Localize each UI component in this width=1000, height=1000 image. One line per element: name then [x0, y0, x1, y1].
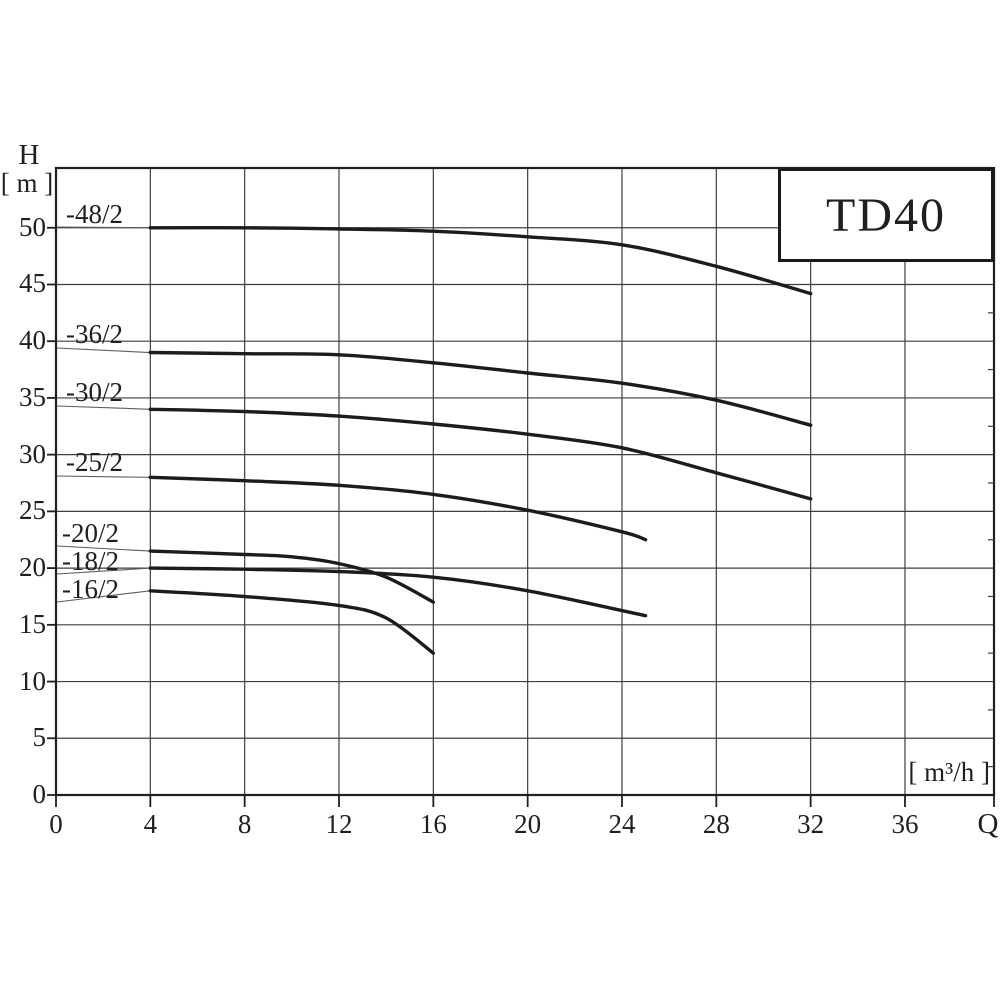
curve-label-leader: [56, 545, 151, 552]
curve-label-202: -20/2: [62, 518, 119, 548]
curve-label-362: -36/2: [66, 319, 123, 349]
curve-label-leader: [56, 567, 151, 575]
pump-model-title-box: TD40: [778, 168, 994, 262]
y-axis-symbol: H: [18, 139, 40, 171]
y-axis-unit: [ m ]: [0, 168, 54, 198]
x-tick-label: 16: [419, 809, 447, 839]
x-tick-label: 32: [797, 809, 825, 839]
pump-model-title: TD40: [826, 188, 946, 242]
curve-label-182: -18/2: [62, 546, 119, 576]
y-tick-label: 35: [19, 381, 46, 412]
plot-frame: [54, 166, 996, 797]
y-tick-label: 5: [32, 722, 47, 753]
y-tick-label: 50: [19, 211, 46, 242]
y-tick-label: 45: [19, 268, 46, 299]
x-tick-label: 4: [143, 809, 158, 839]
pump-curve-482: [148, 226, 813, 296]
curve-label-482: -48/2: [66, 199, 123, 229]
x-tick-label: 0: [49, 809, 63, 839]
x-tick-label: 36: [891, 809, 919, 839]
pump-curve-252: [148, 475, 648, 542]
curve-label-leader: [56, 590, 151, 603]
y-tick-label: 40: [19, 325, 46, 356]
y-tick-label: 25: [19, 495, 46, 526]
y-tick-label: 30: [19, 438, 46, 469]
x-axis-unit: [ m³/h ]: [908, 757, 990, 787]
pump-curve-182: [148, 566, 648, 618]
curve-label-252: -25/2: [66, 447, 123, 477]
y-tick-label: 10: [19, 665, 46, 696]
x-tick-label: 8: [237, 809, 252, 839]
y-tick-label: 15: [19, 608, 46, 639]
curve-label-leader: [56, 475, 151, 478]
x-tick-label: 28: [702, 809, 730, 839]
x-axis-symbol: Q: [977, 808, 999, 840]
y-tick-label: 20: [19, 552, 46, 583]
curve-label-leader: [56, 405, 151, 410]
y-tick-label: 0: [32, 779, 47, 809]
x-tick-label: 20: [514, 809, 542, 839]
curve-label-162: -16/2: [62, 574, 119, 604]
curve-label-leader: [56, 226, 151, 229]
curve-label-leader: [56, 347, 151, 354]
curve-label-302: -30/2: [66, 377, 123, 407]
pump-curve-162: [148, 589, 435, 655]
pump-curve-202: [148, 549, 435, 604]
pump-curve-302: [148, 407, 813, 501]
x-tick-label: 24: [608, 809, 636, 839]
pump-curve-362: [148, 350, 813, 427]
x-tick-label: 12: [325, 809, 353, 839]
